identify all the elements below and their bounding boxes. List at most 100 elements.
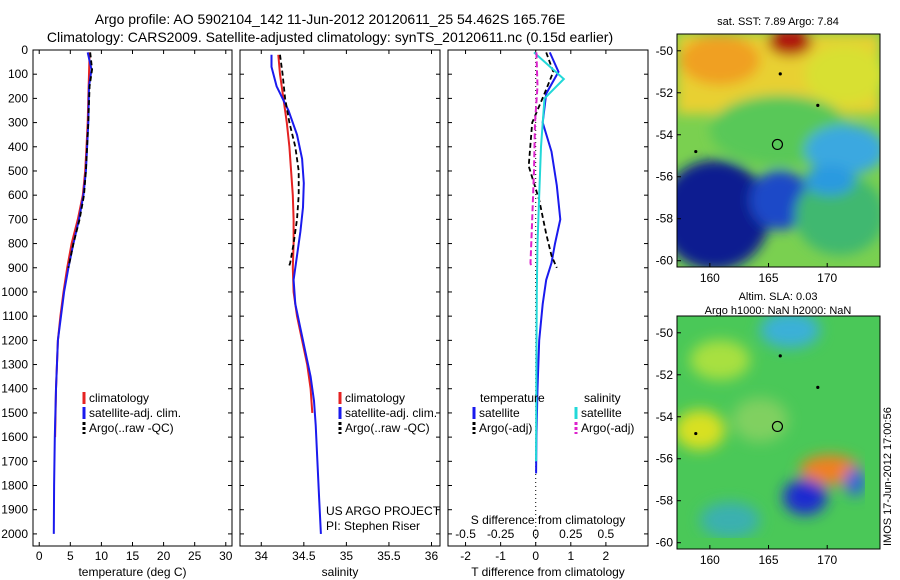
- temperature-legend-1-label: satellite-adj. clim.: [89, 406, 181, 420]
- difference-panel-xtick-label: 0: [532, 549, 539, 563]
- temperature-panel-ytick-label: 700: [8, 212, 28, 226]
- difference-s-tick-label: 0.25: [559, 527, 583, 541]
- difference-s-tick-label: -0.25: [487, 527, 515, 541]
- sla-map-field: [677, 316, 865, 538]
- temperature-panel-ytick-label: 100: [8, 67, 28, 81]
- sst-map-ytick-label: -50: [656, 44, 674, 58]
- sst-map-title: sat. SST: 7.89 Argo: 7.84: [717, 16, 839, 28]
- sla-map-blob: [800, 455, 860, 485]
- sst-map-ytick-label: -52: [656, 86, 674, 100]
- sla-map-ytick-label: -56: [656, 452, 674, 466]
- temperature-panel-ytick-label: 1600: [1, 430, 28, 444]
- sst-map-profile-dot: [694, 149, 698, 154]
- sla-map-ytick-label: -60: [656, 536, 674, 550]
- sst-map-profile-dot: [778, 72, 782, 76]
- difference-legend-s-argo-label: Argo(-adj): [581, 421, 634, 435]
- temperature-panel-ytick-label: 1900: [1, 503, 28, 517]
- difference-legend-header-temperature: temperature: [480, 391, 545, 405]
- sst-map-ytick-label: -58: [656, 212, 674, 226]
- temperature-panel-ytick-label: 200: [8, 91, 28, 105]
- salinity-annotation-0: US ARGO PROJECT: [326, 504, 441, 518]
- sst-map-blob: [805, 125, 880, 175]
- sla-map-xtick-label: 160: [700, 553, 720, 567]
- difference-panel-xtick-label: -2: [460, 549, 471, 563]
- difference-s-tick-label: 0.5: [598, 527, 615, 541]
- sla-map-title-line2: Argo h1000: NaN h2000: NaN: [705, 305, 852, 317]
- sla-map-profile-dot: [778, 354, 782, 358]
- temperature-panel-ytick-label: 1200: [1, 333, 28, 347]
- sla-map-xtick-label: 170: [817, 553, 837, 567]
- temperature-panel-ytick-label: 1000: [1, 285, 28, 299]
- sla-map-ytick-label: -50: [656, 326, 674, 340]
- sla-map-frame: [676, 315, 881, 550]
- series-satellite-adj-clim-: [270, 54, 322, 534]
- sst-map-profile-dot: [816, 103, 820, 107]
- salinity-panel-xtick-label: 35.5: [377, 549, 401, 563]
- sst-map-xtick-label: 160: [700, 271, 720, 285]
- difference-s-xlabel: S difference from climatology: [471, 513, 626, 527]
- salinity-legend-2-label: Argo(..raw -QC): [345, 421, 430, 435]
- sst-map-ytick-label: -56: [656, 170, 674, 184]
- sla-map-ytick-label: -54: [656, 410, 674, 424]
- sst-map-field: [677, 34, 880, 267]
- difference-panel-xtick-label: 2: [603, 549, 610, 563]
- temperature-panel-ytick-label: 1400: [1, 382, 28, 396]
- sst-map-argo-position-marker: [771, 138, 784, 151]
- page-title-line1: Argo profile: AO 5902104_142 11-Jun-2012…: [94, 11, 566, 27]
- page-title-line2: Climatology: CARS2009. Satellite-adjuste…: [46, 29, 614, 45]
- sst-map-blob: [677, 160, 770, 267]
- temperature-legend-0-label: climatology: [89, 391, 149, 405]
- sst-map-frame: [676, 33, 881, 268]
- sla-map-xtick-label: 165: [759, 553, 779, 567]
- temperature-panel-ytick-label: 800: [8, 237, 28, 251]
- sla-map-blob: [783, 479, 827, 515]
- series-temperature-satellite: [535, 51, 562, 474]
- sst-map-blob: [680, 35, 760, 85]
- temperature-panel-ytick-label: 500: [8, 164, 28, 178]
- salinity-annotation-1: PI: Stephen Riser: [326, 519, 420, 533]
- difference-s-tick-label: -0.5: [455, 527, 476, 541]
- sla-map-profile-dot: [816, 385, 820, 389]
- sla-map-argo-position-marker: [771, 420, 784, 433]
- temperature-panel-xtick-label: 30: [219, 549, 233, 563]
- difference-legend-t-sat-label: satellite: [479, 406, 520, 420]
- difference-t-xlabel: T difference from climatology: [471, 565, 625, 579]
- difference-panel-xtick-label: 1: [567, 549, 574, 563]
- temperature-panel-xtick-label: 15: [126, 549, 140, 563]
- temperature-panel-ytick-label: 300: [8, 116, 28, 130]
- series-satellite-adj-clim-: [52, 52, 93, 534]
- difference-legend-t-argo-label: Argo(-adj): [479, 421, 532, 435]
- series-salinity-satellite: [533, 51, 566, 462]
- series-salinity-argo-adj-: [529, 52, 539, 268]
- temperature-panel-ytick-label: 0: [21, 43, 28, 57]
- sla-map-blob: [700, 502, 760, 538]
- series-argo-raw-qc-: [67, 52, 94, 268]
- sst-map-blob: [795, 175, 880, 255]
- sst-map-xtick-label: 165: [759, 271, 779, 285]
- temperature-panel-xtick-label: 5: [67, 549, 74, 563]
- sla-map-blob: [760, 316, 820, 348]
- sla-map-title-line1: Altim. SLA: 0.03: [739, 291, 818, 303]
- sla-map-profile-dot: [694, 431, 698, 436]
- salinity-legend-1-label: satellite-adj. clim.: [345, 406, 437, 420]
- sla-map-blob: [677, 410, 725, 450]
- sst-map-blob: [768, 34, 812, 56]
- difference-panel-frame: [447, 49, 649, 547]
- sla-map-blob: [845, 468, 865, 496]
- temperature-xlabel: temperature (deg C): [78, 565, 186, 579]
- salinity-panel-xtick-label: 35: [340, 549, 354, 563]
- sla-map-ytick-label: -52: [656, 368, 674, 382]
- imos-timestamp: IMOS 17-Jun-2012 17:00:56: [882, 407, 894, 546]
- temperature-legend-2-label: Argo(..raw -QC): [89, 421, 174, 435]
- temperature-panel-ytick-label: 1700: [1, 454, 28, 468]
- series-argo-raw-qc-: [279, 54, 300, 269]
- salinity-xlabel: salinity: [322, 565, 359, 579]
- sla-map-ytick-label: -58: [656, 494, 674, 508]
- temperature-panel-xtick-label: 20: [157, 549, 171, 563]
- temperature-panel-ytick-label: 600: [8, 188, 28, 202]
- difference-legend-header-salinity: salinity: [584, 391, 621, 405]
- difference-panel-xtick-label: -1: [495, 549, 506, 563]
- sst-map-ytick-label: -60: [656, 254, 674, 268]
- sst-map-blob: [805, 45, 880, 105]
